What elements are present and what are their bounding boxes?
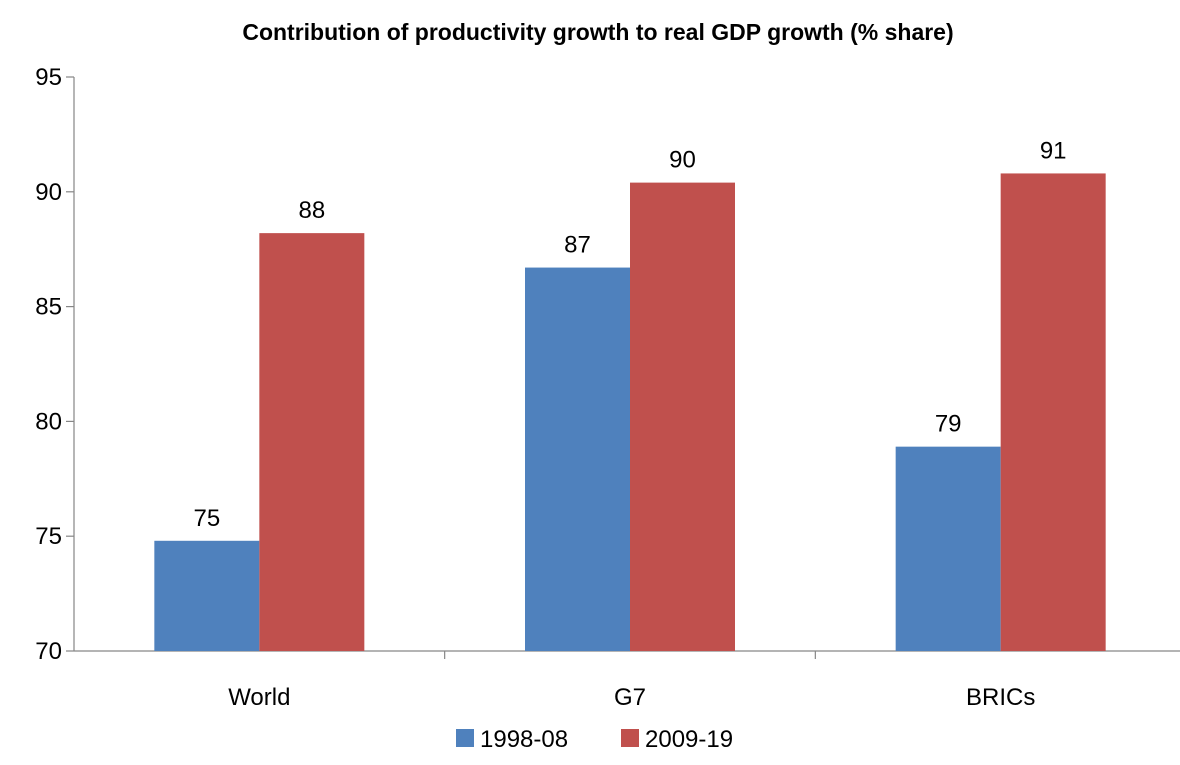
chart-title: Contribution of productivity growth to r… [242,19,953,45]
bar [525,267,630,651]
y-tick-label: 90 [35,179,62,206]
bar [154,540,260,651]
y-tick-label: 85 [35,294,62,321]
data-label: 90 [669,147,696,174]
y-tick-label: 80 [35,408,62,435]
legend-label: 2009-19 [645,726,733,753]
legend: 1998-08 2009-19 [456,726,733,753]
data-label: 79 [935,411,962,438]
axes: 70 75 80 85 90 95 World G7 BRICs [35,64,1180,711]
bar [895,446,1001,651]
bar [1000,173,1106,651]
bars [154,173,1106,652]
data-label: 91 [1040,137,1067,164]
x-category-label: BRICs [966,684,1035,711]
x-category-label: G7 [614,684,646,711]
y-tick-label: 95 [35,64,62,91]
x-category-label: World [228,684,290,711]
bar [259,233,365,652]
data-label: 88 [298,197,325,224]
legend-swatch [621,729,639,747]
bar-labels: 75 87 79 88 90 91 [193,137,1066,531]
data-label: 75 [193,505,220,532]
y-tick-label: 70 [35,638,62,665]
data-label: 87 [564,232,591,259]
bar [630,182,735,651]
y-tick-label: 75 [35,523,62,550]
legend-label: 1998-08 [480,726,568,753]
legend-swatch [456,729,474,747]
